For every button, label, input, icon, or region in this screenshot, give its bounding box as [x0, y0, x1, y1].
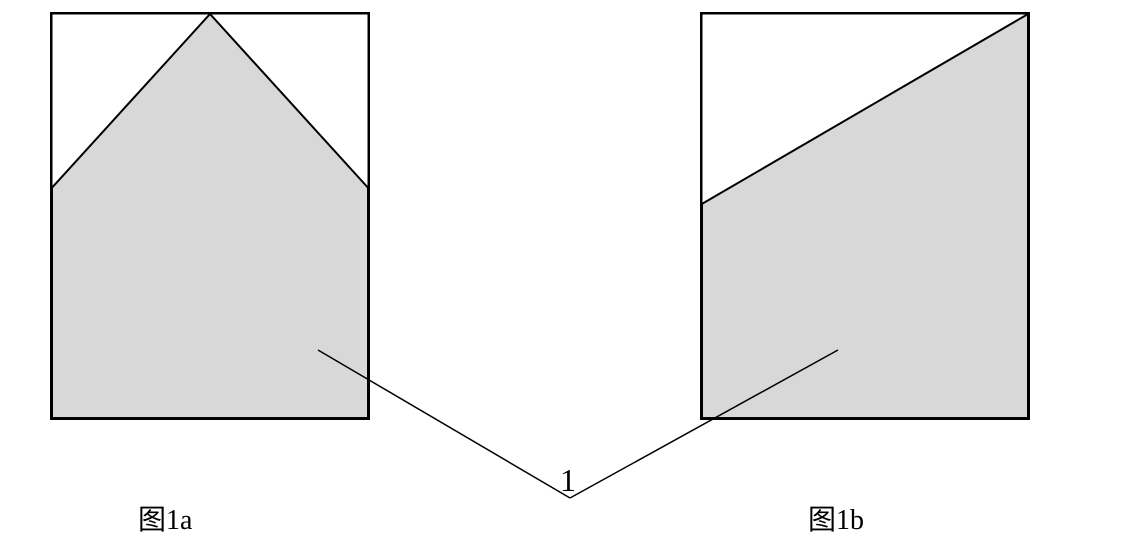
figure-a-svg — [50, 12, 370, 420]
reference-label: 1 — [560, 462, 576, 499]
figure-b-caption: 图1b — [808, 498, 864, 538]
figure-a-caption: 图1a — [138, 498, 192, 538]
figure-b-svg — [700, 12, 1030, 420]
